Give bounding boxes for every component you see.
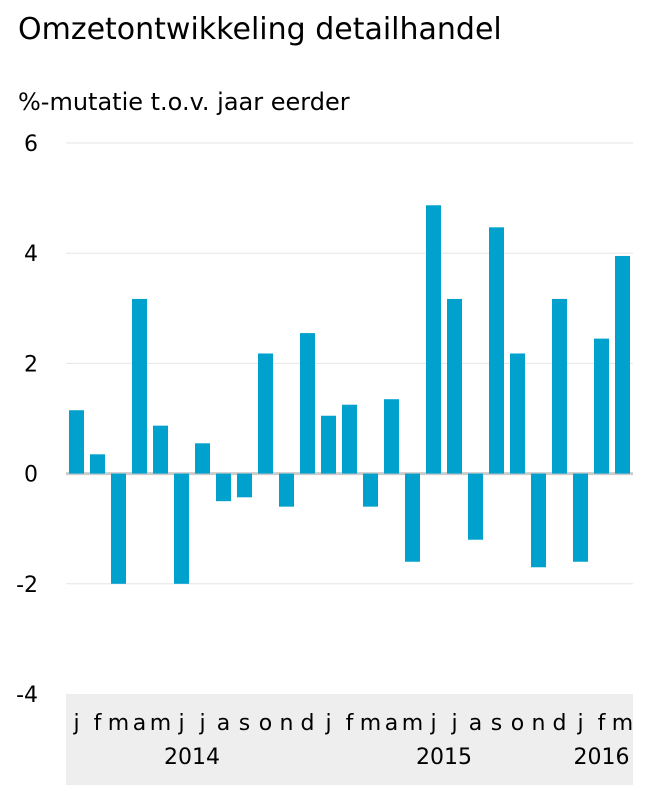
x-tick-label: m <box>150 711 171 736</box>
bar <box>237 473 252 498</box>
bar <box>384 399 399 474</box>
x-tick-label: n <box>532 711 546 736</box>
x-tick-label: f <box>346 711 355 736</box>
x-tick-label: m <box>612 711 633 736</box>
year-label: 2015 <box>416 745 472 770</box>
year-labels: 2014 2015 2016 <box>164 745 630 770</box>
x-axis-band <box>66 694 633 785</box>
x-tick-label: j <box>177 711 184 736</box>
x-tick-label: a <box>469 711 482 736</box>
x-tick-label: d <box>553 711 567 736</box>
bar <box>573 473 588 562</box>
x-tick-label: j <box>72 711 79 736</box>
x-tick-label: f <box>94 711 103 736</box>
bar <box>447 298 462 474</box>
x-tick-label: j <box>198 711 205 736</box>
chart-title: Omzetontwikkeling detailhandel <box>18 12 502 47</box>
x-tick-label: j <box>450 711 457 736</box>
y-tick-label: -2 <box>16 573 38 598</box>
bar <box>174 473 189 584</box>
bar <box>69 410 84 474</box>
bar <box>111 473 126 584</box>
x-tick-label: s <box>491 711 502 736</box>
y-tick-label: -4 <box>16 683 38 708</box>
x-tick-label: j <box>324 711 331 736</box>
x-tick-label: m <box>402 711 423 736</box>
x-tick-label: j <box>576 711 583 736</box>
bar <box>531 473 546 568</box>
bar <box>342 404 357 474</box>
y-axis-label: %-mutatie t.o.v. jaar eerder <box>18 88 350 116</box>
gridlines <box>66 142 633 585</box>
x-tick-label: a <box>217 711 230 736</box>
bar <box>510 353 525 474</box>
x-tick-label: a <box>133 711 146 736</box>
bar <box>279 473 294 507</box>
y-tick-label: 6 <box>24 132 38 157</box>
x-tick-label: n <box>280 711 294 736</box>
x-tick-label: j <box>429 711 436 736</box>
y-tick-label: 0 <box>24 463 38 488</box>
bar <box>216 473 231 502</box>
bar <box>153 425 168 474</box>
x-tick-label: a <box>385 711 398 736</box>
x-tick-label: d <box>301 711 315 736</box>
bar <box>363 473 378 507</box>
year-label: 2016 <box>574 745 630 770</box>
bars <box>69 205 630 584</box>
bar <box>300 333 315 474</box>
year-label: 2014 <box>164 745 220 770</box>
x-tick-label: f <box>598 711 607 736</box>
y-tick-label: 2 <box>24 352 38 377</box>
bar <box>132 298 147 474</box>
bar <box>321 415 336 474</box>
x-tick-label: m <box>360 711 381 736</box>
x-tick-label: m <box>108 711 129 736</box>
bar <box>468 473 483 540</box>
bar <box>90 454 105 474</box>
bar <box>594 338 609 474</box>
x-tick-label: s <box>239 711 250 736</box>
bar <box>405 473 420 562</box>
x-tick-label: o <box>259 711 272 736</box>
bar <box>489 227 504 474</box>
x-tick-label: o <box>511 711 524 736</box>
bar <box>615 255 630 474</box>
bar <box>426 205 441 474</box>
bar <box>552 298 567 474</box>
bar <box>258 353 273 474</box>
y-tick-label: 4 <box>24 242 38 267</box>
bar <box>195 443 210 474</box>
y-axis-ticks: -4 -2 0 2 4 6 <box>16 132 38 708</box>
